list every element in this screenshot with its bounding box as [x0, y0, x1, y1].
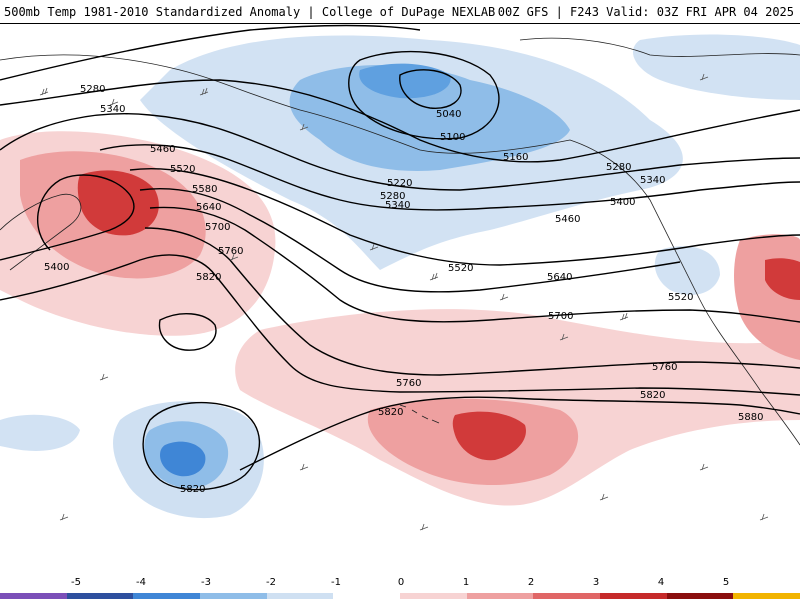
contour-label: 5760 — [652, 362, 677, 373]
contour-label: 5220 — [387, 178, 412, 189]
hawaii-islands — [399, 404, 440, 424]
colorbar-tick-label: 2 — [527, 577, 535, 588]
contour-labels: 5280 5340 5460 5520 5580 5640 5700 5760 … — [44, 84, 763, 495]
colorbar-swatch — [466, 593, 534, 599]
anomaly-map: 5280 5340 5460 5520 5580 5640 5700 5760 … — [0, 24, 800, 576]
colorbar-swatch — [66, 593, 134, 599]
contour-label: 5340 — [385, 200, 410, 211]
contour-label: 5400 — [44, 262, 69, 273]
contour-label: 5520 — [170, 164, 195, 175]
contour-label: 5520 — [668, 292, 693, 303]
warm-anomaly-hawaii-core — [452, 411, 526, 461]
contour-label: 5820 — [196, 272, 221, 283]
contour-label: 5640 — [196, 202, 221, 213]
cold-anomaly-northeast — [632, 34, 800, 100]
colorbar-swatch — [266, 593, 334, 599]
contour-label: 5460 — [555, 214, 580, 225]
warm-anomaly-southeast-core — [765, 258, 800, 300]
colorbar-tick-label: 3 — [592, 577, 600, 588]
title-bar: 500mb Temp 1981-2010 Standardized Anomal… — [0, 0, 800, 24]
colorbar-tick-label: -4 — [136, 577, 146, 588]
model-valid-time: 00Z GFS | F243 Valid: 03Z FRI APR 04 202… — [497, 5, 794, 19]
colorbar-tick-label: -2 — [266, 577, 276, 588]
colorbar-tick-label: 1 — [462, 577, 470, 588]
contour-label: 5280 — [380, 191, 405, 202]
contour-label: 5160 — [503, 152, 528, 163]
colorbar: -5 -4 -3 -2 -1 0 1 2 3 4 5 — [0, 576, 800, 600]
cold-anomaly-core — [289, 65, 570, 171]
contour-label: 5340 — [640, 175, 665, 186]
colorbar-swatch — [333, 593, 401, 599]
contour-label: 5100 — [440, 132, 465, 143]
colorbar-tick-label: 5 — [722, 577, 730, 588]
contour-label: 5340 — [100, 104, 125, 115]
contour-label: 5460 — [150, 144, 175, 155]
coastlines — [0, 37, 800, 446]
colorbar-swatch — [0, 593, 68, 599]
cold-anomaly-areas — [0, 34, 800, 519]
cold-anomaly-east-pacific-center — [160, 441, 206, 477]
colorbar-swatch — [400, 593, 468, 599]
product-title: 500mb Temp 1981-2010 Standardized Anomal… — [4, 5, 496, 19]
colorbar-swatch — [133, 593, 201, 599]
colorbar-tick-label: 0 — [397, 577, 405, 588]
colorbar-tick-label: -1 — [331, 577, 341, 588]
contour-label: 5820 — [640, 390, 665, 401]
contour-label: 5880 — [738, 412, 763, 423]
contour-label: 5280 — [606, 162, 631, 173]
cold-anomaly-north — [359, 63, 451, 99]
contour-label: 5700 — [205, 222, 230, 233]
colorbar-swatch — [666, 593, 734, 599]
colorbar-swatch — [200, 593, 268, 599]
contour-label: 5820 — [378, 407, 403, 418]
contour-label: 5280 — [80, 84, 105, 95]
colorbar-swatch — [600, 593, 668, 599]
wind-barbs — [39, 73, 769, 531]
contour-label: 5760 — [396, 378, 421, 389]
contour-label: 5760 — [218, 246, 243, 257]
colorbar-swatch — [733, 593, 800, 599]
warm-anomaly-northwest-core — [77, 170, 159, 236]
contour-label: 5640 — [547, 272, 572, 283]
contour-label: 5580 — [192, 184, 217, 195]
contour-label: 5400 — [610, 197, 635, 208]
colorbar-swatch — [533, 593, 601, 599]
height-contours — [0, 24, 800, 491]
cold-anomaly-west — [0, 414, 80, 451]
colorbar-tick-label: -5 — [71, 577, 81, 588]
warm-anomaly-areas — [0, 131, 800, 506]
colorbar-tick-label: 4 — [657, 577, 665, 588]
contour-label: 5820 — [180, 484, 205, 495]
contour-label: 5700 — [548, 311, 573, 322]
contour-label: 5040 — [436, 109, 461, 120]
colorbar-tick-label: -3 — [201, 577, 211, 588]
contour-label: 5520 — [448, 263, 473, 274]
cold-anomaly-southwest-us — [654, 246, 720, 295]
